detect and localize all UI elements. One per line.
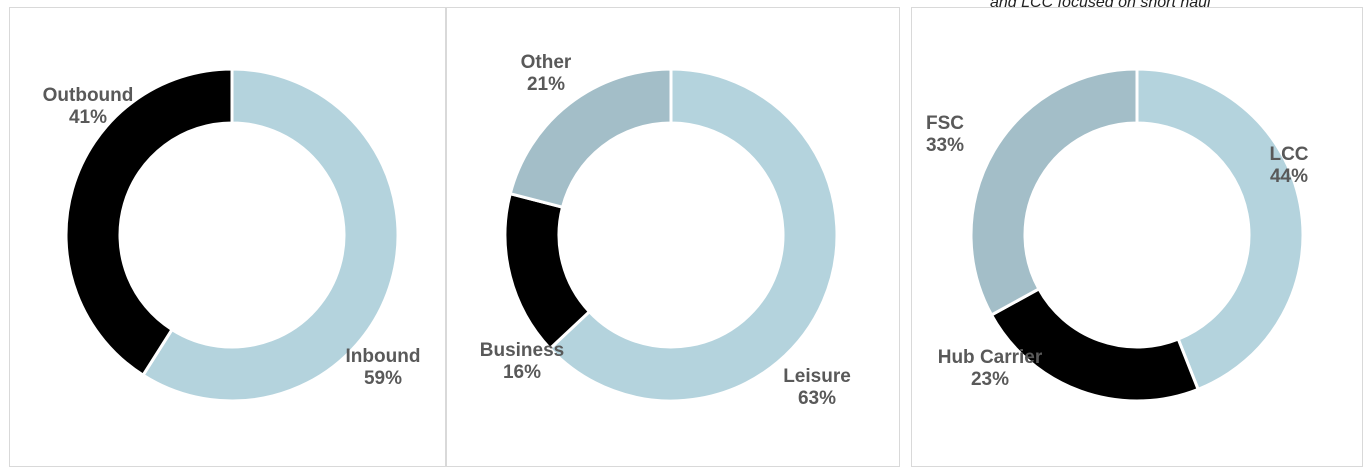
donut-slice-lcc [1135,67,1305,392]
slice-value-label: 63% [798,388,836,409]
slice-category-label: LCC [1269,144,1308,165]
slice-label-hub-carrier: Hub Carrier 23% [938,347,1043,390]
slice-value-label: 59% [364,368,402,389]
donut-slice-fsc [969,67,1139,318]
slice-category-label: Hub Carrier [938,347,1043,368]
slice-label-lcc: LCC 44% [1269,144,1308,187]
chart-note: and LCC focused on short haul [990,0,1211,11]
slice-value-label: 44% [1270,166,1308,187]
slice-category-label: Business [480,340,564,361]
slice-label-leisure: Leisure 63% [783,366,851,409]
donut-slice-hub-carrier [989,286,1201,403]
slice-label-other: Other 21% [521,52,572,95]
donut-charts: Inbound 59% Outbound 41% Leisure 63% Business 1… [43,52,1309,409]
slice-label-outbound: Outbound 41% [43,85,134,128]
slice-label-fsc: FSC 33% [926,113,964,156]
slice-value-label: 23% [971,369,1009,390]
slice-category-label: Outbound [43,85,134,106]
donut-slice-leisure [547,67,839,403]
slice-value-label: 41% [69,107,107,128]
donut-slice-business [503,191,592,351]
slice-category-label: Leisure [783,366,851,387]
slice-category-label: Inbound [346,346,421,367]
slice-value-label: 33% [926,135,964,156]
slice-category-label: Other [521,52,572,73]
donut-slice-inbound [140,67,400,403]
slice-value-label: 21% [527,74,565,95]
donut-slice-other [508,67,673,209]
slice-category-label: FSC [926,113,964,134]
donut-slice-outbound [64,67,234,378]
slice-value-label: 16% [503,362,541,383]
slice-label-inbound: Inbound 59% [346,346,421,389]
slice-label-business: Business 16% [480,340,564,383]
